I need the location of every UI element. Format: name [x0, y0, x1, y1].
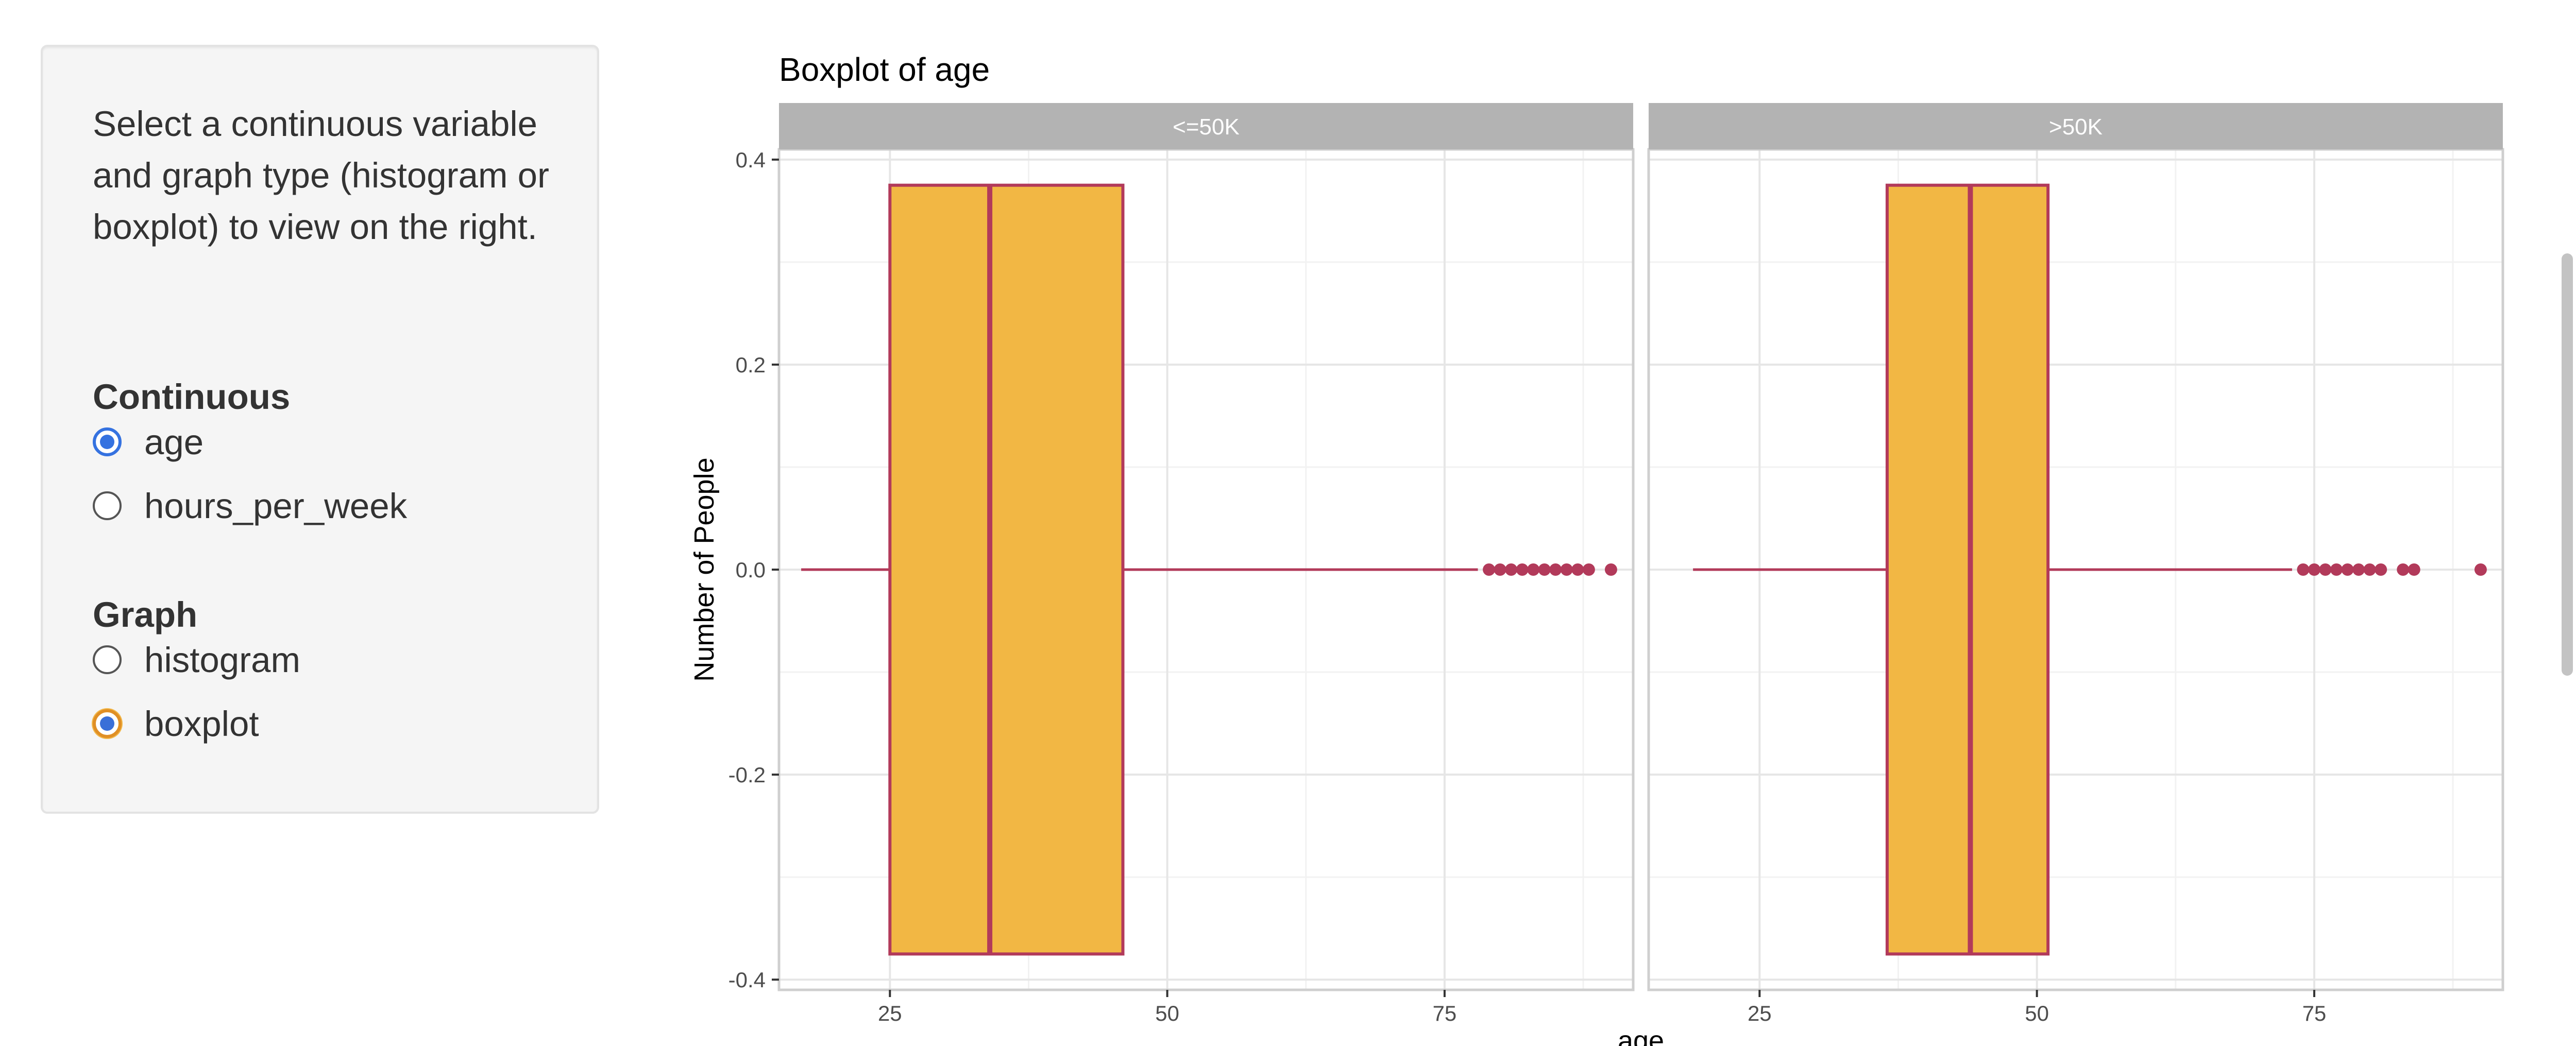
outlier-point [2474, 563, 2487, 576]
radio-button-age[interactable] [93, 427, 122, 456]
y-tick-label: -0.2 [728, 763, 766, 787]
radio-label-age: age [144, 422, 204, 462]
radio-button-boxplot[interactable] [93, 709, 122, 738]
y-tick-label: -0.4 [728, 968, 766, 992]
outlier-point [2297, 563, 2310, 576]
outlier-point [1516, 563, 1529, 576]
outlier-point [1604, 563, 1617, 576]
continuous-group-label: Continuous [93, 377, 291, 417]
radio-button-hours-per-week[interactable] [93, 491, 122, 520]
facet-strip [779, 103, 1633, 149]
radio-option-age[interactable]: age [93, 419, 204, 465]
x-tick-label: 50 [2025, 1001, 2049, 1025]
outlier-point [2330, 563, 2343, 576]
y-tick-label: 0.4 [736, 148, 766, 172]
outlier-point [1527, 563, 1540, 576]
x-axis-label: age [1618, 1025, 1664, 1046]
sidebar-panel: Select a continuous variable and graph t… [41, 45, 599, 814]
outlier-point [2341, 563, 2354, 576]
box-iqr [1885, 183, 2050, 956]
scrollbar-thumb[interactable] [2562, 253, 2573, 676]
radio-label-histogram: histogram [144, 640, 300, 680]
outlier-point [2352, 563, 2365, 576]
facet-strip-label: <=50K [1173, 114, 1240, 140]
outlier-point [2319, 563, 2332, 576]
outlier-point [2375, 563, 2387, 576]
radio-label-boxplot: boxplot [144, 704, 259, 744]
x-tick-label: 75 [1433, 1001, 1457, 1025]
help-text: Select a continuous variable and graph t… [93, 104, 549, 247]
radio-option-histogram[interactable]: histogram [93, 637, 300, 683]
facet-strip-label: >50K [2049, 114, 2103, 140]
outlier-point [1483, 563, 1496, 576]
radio-button-histogram[interactable] [93, 645, 122, 674]
outlier-point [2408, 563, 2420, 576]
chart-title: Boxplot of age [779, 51, 990, 88]
outlier-point [1560, 563, 1573, 576]
y-tick-label: 0.0 [736, 558, 766, 582]
graph-group-label: Graph [93, 595, 198, 635]
x-tick-label: 50 [1155, 1001, 1179, 1025]
outlier-point [2397, 563, 2410, 576]
x-tick-label: 25 [1748, 1001, 1772, 1025]
outlier-point [2308, 563, 2320, 576]
outlier-point [1494, 563, 1506, 576]
x-tick-label: 25 [878, 1001, 902, 1025]
outlier-point [1571, 563, 1584, 576]
outlier-point [1538, 563, 1551, 576]
outlier-point [1549, 563, 1562, 576]
outlier-point [2363, 563, 2376, 576]
box-iqr [888, 183, 1125, 956]
radio-option-hours-per-week[interactable]: hours_per_week [93, 483, 407, 529]
y-axis-label: Number of People [689, 457, 720, 681]
outlier-point [1505, 563, 1518, 576]
y-tick-label: 0.2 [736, 353, 766, 377]
x-tick-label: 75 [2302, 1001, 2327, 1025]
radio-option-boxplot[interactable]: boxplot [93, 700, 259, 747]
outlier-point [1582, 563, 1595, 576]
facet-strip [1649, 103, 2503, 149]
radio-label-hours-per-week: hours_per_week [144, 486, 408, 526]
